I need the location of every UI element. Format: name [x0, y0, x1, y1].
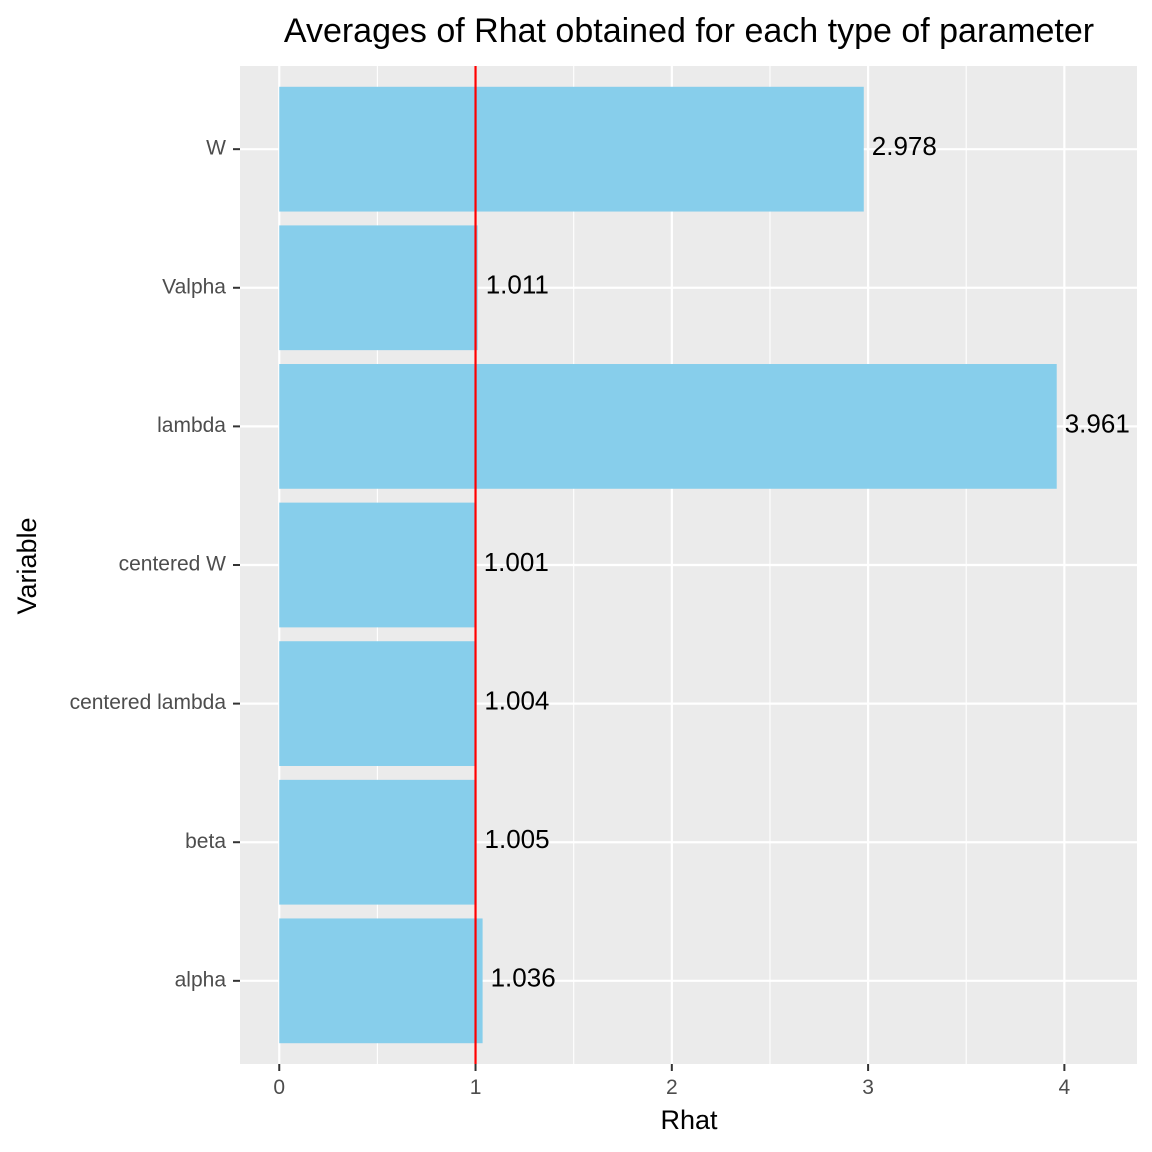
- x-tick-label: 3: [862, 1076, 874, 1099]
- y-tick-label: centered lambda: [70, 691, 227, 714]
- y-axis-title: Variable: [12, 517, 42, 614]
- y-tick-label: lambda: [157, 414, 226, 437]
- bar-w: [279, 86, 864, 212]
- data-label: 1.004: [484, 685, 549, 715]
- data-label: 2.978: [872, 131, 937, 161]
- y-tick-label: centered W: [119, 553, 227, 576]
- bar-centered-w: [279, 502, 476, 628]
- x-tick-label: 2: [666, 1076, 678, 1099]
- data-label: 1.011: [486, 270, 549, 300]
- data-label: 1.001: [484, 547, 549, 577]
- x-axis-title: Rhat: [660, 1105, 718, 1135]
- data-label: 3.961: [1065, 408, 1130, 438]
- x-tick-label: 4: [1059, 1076, 1071, 1099]
- data-label: 1.005: [485, 824, 550, 854]
- y-tick-label: beta: [185, 830, 226, 853]
- y-tick-label: alpha: [175, 968, 227, 991]
- x-axis: 0 1 2 3 4: [273, 1064, 1071, 1099]
- bars: [279, 86, 1057, 1044]
- x-tick-label: 0: [273, 1076, 285, 1099]
- data-label: 1.036: [491, 963, 556, 993]
- bar-valpha: [279, 225, 478, 351]
- chart-title: Averages of Rhat obtained for each type …: [284, 12, 1094, 50]
- bar-centered-lambda: [279, 641, 477, 766]
- bar-beta: [279, 779, 477, 905]
- y-tick-label: W: [206, 137, 226, 160]
- bar-alpha: [279, 918, 483, 1044]
- y-tick-label: Valpha: [162, 275, 226, 298]
- x-tick-label: 1: [470, 1076, 482, 1099]
- y-axis: W Valpha lambda centered W centered lambda be…: [70, 137, 240, 991]
- data-labels: 2.978 1.011 3.961 1.001 1.004 1.005 1.036: [484, 131, 1130, 993]
- bar-lambda: [279, 364, 1057, 489]
